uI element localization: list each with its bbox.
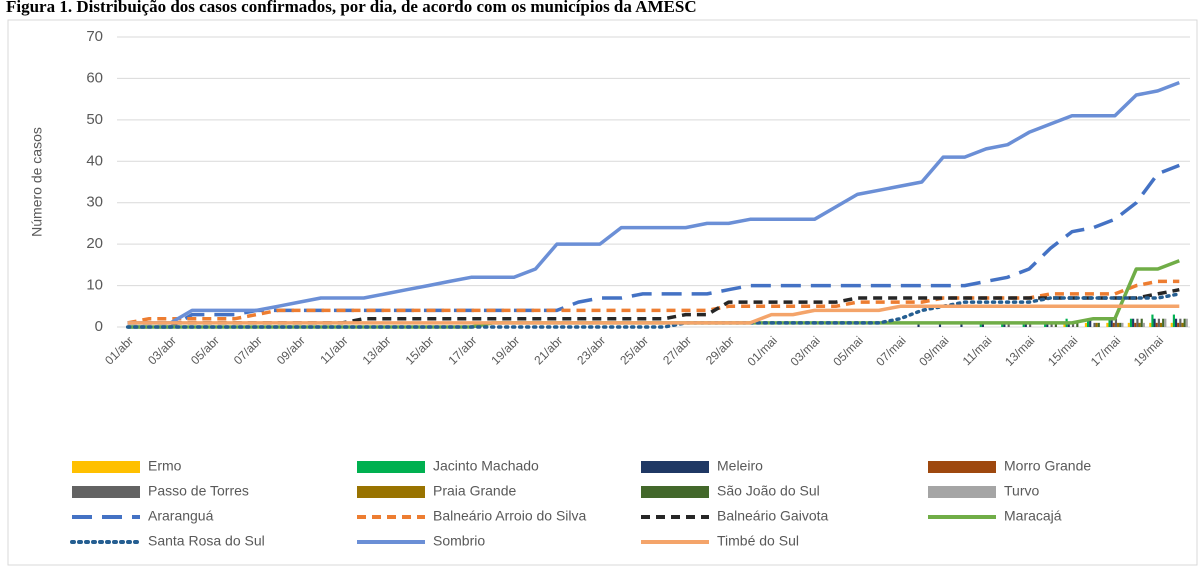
chart-title: Figura 1. Distribuição dos casos confirm… xyxy=(6,0,697,16)
bar xyxy=(1183,318,1186,327)
legend-swatch xyxy=(641,461,709,473)
bar xyxy=(1172,314,1175,327)
legend-label: Praia Grande xyxy=(433,483,516,499)
legend-swatch xyxy=(928,486,996,498)
bar xyxy=(1179,318,1182,327)
bar xyxy=(1159,322,1163,327)
bar xyxy=(1181,322,1184,327)
bar xyxy=(1119,322,1122,327)
bar xyxy=(1003,322,1006,327)
series-line xyxy=(127,279,1180,325)
bar xyxy=(1084,322,1087,327)
bar xyxy=(1089,318,1092,327)
bar xyxy=(1164,318,1167,327)
bar xyxy=(1151,314,1154,327)
bar xyxy=(1076,322,1079,327)
bar xyxy=(1007,322,1010,327)
y-axis-label: Número de casos xyxy=(29,127,45,237)
bar xyxy=(1134,322,1137,327)
series-line xyxy=(127,80,1180,325)
bar xyxy=(1106,322,1109,327)
bar xyxy=(1108,318,1111,327)
bar xyxy=(1185,318,1188,327)
bar xyxy=(1142,322,1145,327)
y-tick-label: 10 xyxy=(86,277,103,294)
y-tick-label: 30 xyxy=(86,194,103,211)
bar xyxy=(1046,322,1049,327)
bar xyxy=(1097,322,1100,327)
legend-swatch xyxy=(641,486,709,498)
legend-label: Morro Grande xyxy=(1004,458,1091,474)
bar xyxy=(1174,318,1178,327)
bar xyxy=(1050,322,1053,327)
y-tick-label: 70 xyxy=(86,28,103,45)
bar xyxy=(1095,322,1098,327)
legend-swatch xyxy=(928,461,996,473)
bar xyxy=(1086,318,1090,327)
bar xyxy=(1054,322,1057,327)
series-line xyxy=(127,304,1180,325)
bar xyxy=(1127,322,1130,327)
bar xyxy=(938,322,942,327)
legend-swatch xyxy=(72,486,140,498)
bar xyxy=(1110,318,1113,327)
bar xyxy=(1177,322,1180,327)
bar xyxy=(1044,322,1047,327)
bar xyxy=(1022,322,1025,327)
bar xyxy=(1001,322,1004,327)
bar xyxy=(1170,322,1173,327)
bar xyxy=(1162,318,1165,327)
bar xyxy=(1157,318,1160,327)
bar xyxy=(1029,322,1032,327)
bar xyxy=(1112,322,1115,327)
legend-label: Sombrio xyxy=(433,533,485,549)
legend-swatch xyxy=(357,486,425,498)
legend-label: Ermo xyxy=(148,458,182,474)
bar xyxy=(1155,322,1158,327)
bar xyxy=(1149,322,1152,327)
bar xyxy=(1153,318,1156,327)
series-line xyxy=(127,287,1180,325)
bar xyxy=(1071,322,1075,327)
bar xyxy=(1136,318,1139,327)
bar xyxy=(1024,322,1027,327)
series-line xyxy=(125,292,1182,329)
bar xyxy=(1114,318,1118,327)
legend-label: Balneário Gaivota xyxy=(717,508,829,524)
bar xyxy=(1129,318,1133,327)
bar xyxy=(1067,322,1070,327)
y-tick-label: 20 xyxy=(86,235,103,252)
legend-swatch xyxy=(72,461,140,473)
legend-label: Turvo xyxy=(1004,483,1039,499)
bar xyxy=(979,322,982,327)
legend-label: Passo de Torres xyxy=(148,483,249,499)
bar xyxy=(1140,318,1143,327)
y-tick-label: 50 xyxy=(86,111,103,128)
chart-frame xyxy=(7,19,1198,566)
bar xyxy=(1138,322,1141,327)
y-tick-label: 0 xyxy=(95,318,103,335)
bar xyxy=(1132,318,1135,327)
bar xyxy=(981,322,984,327)
legend-label: Meleiro xyxy=(717,458,763,474)
bar xyxy=(1093,322,1096,327)
legend-label: Maracajá xyxy=(1004,508,1062,524)
legend-label: Jacinto Machado xyxy=(433,458,539,474)
legend-label: Araranguá xyxy=(148,508,214,524)
legend-label: São João do Sul xyxy=(717,483,820,499)
y-tick-label: 40 xyxy=(86,152,103,169)
bar xyxy=(1117,322,1120,327)
bar xyxy=(1121,322,1124,327)
series-line xyxy=(127,163,1180,329)
y-tick-label: 60 xyxy=(86,69,103,86)
legend-label: Santa Rosa do Sul xyxy=(148,533,265,549)
bar xyxy=(1063,322,1066,327)
legend-label: Timbé do Sul xyxy=(717,533,799,549)
legend-swatch xyxy=(357,461,425,473)
bar xyxy=(960,322,963,327)
legend-label: Balneário Arroio do Silva xyxy=(433,508,587,524)
bar xyxy=(917,322,920,327)
